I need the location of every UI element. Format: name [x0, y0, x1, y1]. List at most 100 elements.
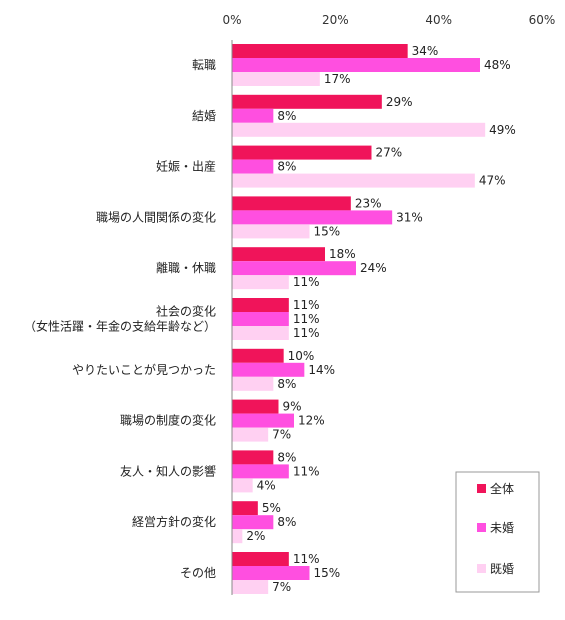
legend-label: 既婚: [490, 562, 514, 576]
category-label: 社会の変化（女性活躍・年金の支給年齢など）: [24, 304, 216, 334]
bar-value-label: 15%: [314, 224, 341, 238]
legend-box: [455, 471, 540, 593]
bar-value-label: 15%: [314, 566, 341, 580]
category-label-line: 職場の制度の変化: [120, 413, 216, 428]
bar-value-label: 11%: [293, 275, 320, 289]
bar-value-label: 11%: [293, 552, 320, 566]
bar: [232, 159, 274, 174]
bar-value-label: 9%: [283, 400, 302, 414]
bar-value-label: 34%: [412, 44, 439, 58]
bar: [232, 196, 351, 211]
bar-value-label: 5%: [262, 501, 281, 515]
bar: [232, 72, 320, 86]
bar-value-label: 49%: [489, 123, 516, 137]
x-tick-label: 40%: [425, 13, 452, 27]
category-label-line: （女性活躍・年金の支給年齢など）: [24, 319, 216, 334]
category-label-line: やりたいことが見つかった: [72, 362, 216, 377]
category-label: 経営方針の変化: [132, 514, 216, 529]
category-label: 友人・知人の影響: [120, 463, 216, 478]
legend-label: 全体: [490, 481, 514, 496]
bar-value-label: 8%: [277, 160, 296, 174]
bar: [232, 566, 310, 580]
category-label: 転職: [192, 58, 216, 72]
category-label-line: 職場の人間関係の変化: [96, 209, 216, 224]
legend-swatch: [477, 484, 486, 493]
category-label: 職場の人間関係の変化: [96, 209, 216, 224]
category-label-line: 友人・知人の影響: [120, 463, 216, 478]
bar: [232, 224, 310, 239]
bar: [232, 501, 258, 516]
bar-value-label: 18%: [329, 247, 356, 261]
bar: [232, 58, 480, 72]
x-tick-label: 0%: [222, 13, 241, 27]
category-label: やりたいことが見つかった: [72, 362, 216, 377]
category-label-line: 離職・休職: [156, 261, 216, 275]
bar-value-label: 7%: [272, 428, 291, 442]
x-tick-label: 60%: [529, 13, 556, 27]
bar-value-label: 47%: [479, 174, 506, 188]
bar-value-label: 23%: [355, 196, 382, 210]
bar: [232, 122, 486, 137]
bar: [232, 44, 408, 58]
bar: [232, 173, 475, 188]
category-label: 離職・休職: [156, 261, 216, 275]
category-label: 職場の制度の変化: [120, 413, 216, 428]
bar-value-label: 12%: [298, 414, 325, 428]
bar: [232, 413, 294, 428]
bar-value-label: 11%: [293, 464, 320, 478]
bar-value-label: 17%: [324, 72, 351, 86]
x-tick-label: 20%: [322, 13, 349, 27]
bar-value-label: 11%: [293, 312, 320, 326]
category-label-line: 妊娠・出産: [156, 159, 216, 174]
x-axis-ticks: 0% 20% 40% 60%: [222, 13, 555, 27]
category-label-line: 経営方針の変化: [132, 514, 216, 529]
bar: [232, 210, 393, 225]
bar: [232, 94, 382, 109]
bar-value-label: 8%: [277, 109, 296, 123]
bar-value-label: 4%: [257, 478, 276, 492]
bar: [232, 362, 305, 377]
bar: [232, 247, 325, 262]
bar-value-label: 8%: [277, 377, 296, 391]
bar-value-label: 11%: [293, 298, 320, 312]
bar: [232, 478, 253, 493]
bar: [232, 348, 284, 363]
bar: [232, 108, 274, 123]
bar-value-label: 24%: [360, 261, 387, 275]
bar-value-label: 14%: [308, 363, 335, 377]
bar-value-label: 11%: [293, 326, 320, 340]
bar-value-label: 27%: [376, 146, 403, 160]
bar: [232, 399, 279, 414]
bar: [232, 580, 269, 594]
category-label-line: 結婚: [192, 109, 216, 123]
category-label-line: 社会の変化: [156, 304, 216, 319]
bar: [232, 376, 274, 391]
bar: [232, 326, 289, 340]
category-label: その他: [180, 566, 216, 580]
category-labels: 転職結婚妊娠・出産職場の人間関係の変化離職・休職社会の変化（女性活躍・年金の支給…: [24, 58, 216, 580]
bar-value-label: 31%: [396, 210, 423, 224]
bar-value-label: 29%: [386, 95, 413, 109]
bar-value-label: 10%: [288, 349, 315, 363]
category-label-line: 転職: [192, 58, 216, 72]
bar: [232, 261, 356, 276]
bar: [232, 145, 372, 160]
bar: [232, 464, 289, 479]
bar: [232, 312, 289, 326]
bar: [232, 275, 289, 290]
bar-value-label: 7%: [272, 580, 291, 594]
bar: [232, 298, 289, 312]
bar-value-label: 8%: [277, 450, 296, 464]
bar: [232, 515, 274, 530]
category-label: 結婚: [192, 109, 216, 123]
bar: [232, 450, 274, 465]
category-label: 妊娠・出産: [156, 159, 216, 174]
legend-label: 未婚: [490, 521, 514, 535]
bar: [232, 529, 243, 544]
category-label-line: その他: [180, 566, 216, 580]
bar: [232, 427, 269, 442]
legend-swatch: [477, 564, 486, 573]
bars: 34% 48% 17% 29% 8% 49% 27% 8% 47% 23% 31% 15% 18% 24%…: [232, 44, 516, 594]
